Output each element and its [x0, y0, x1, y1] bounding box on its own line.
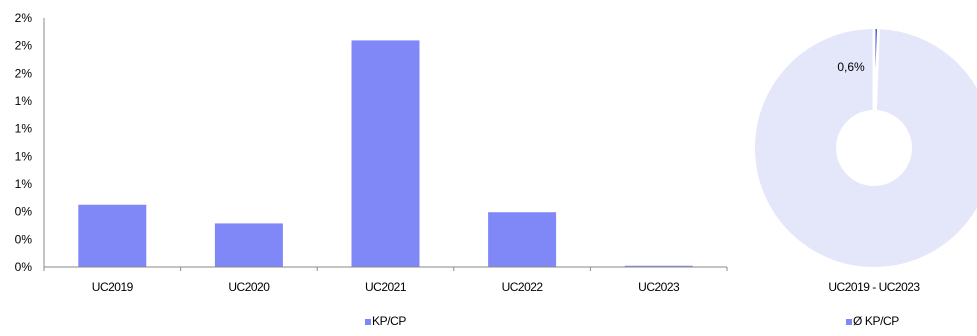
x-tick-label: UC2023	[638, 280, 680, 294]
x-tick-label: UC2021	[365, 280, 407, 294]
legend-swatch-avg-kp-cp	[846, 319, 852, 325]
bar-uc2021	[351, 40, 420, 267]
legend-label-avg-kp-cp: Ø KP/CP	[853, 314, 899, 328]
bar-uc2019	[78, 204, 147, 267]
x-axis-tick-labels: UC2019 UC2020 UC2021 UC2022 UC2023	[92, 280, 681, 294]
legend-label-kp-cp: KP/CP	[372, 314, 406, 328]
donut-legend: Ø KP/CP	[846, 314, 900, 328]
x-axis-ticks	[43, 267, 728, 271]
x-tick-label: UC2022	[502, 280, 544, 294]
bar-chart: 0%0%0%1%1%1%1%2%2%2% UC2019 UC2020 UC2021 U…	[15, 11, 728, 328]
y-tick-label: 0%	[15, 260, 33, 274]
y-tick-label: 2%	[15, 39, 33, 53]
donut-chart: 0,6% UC2019 - UC2023 Ø KP/CP	[755, 29, 977, 328]
x-tick-label: UC2020	[228, 280, 270, 294]
y-tick-label: 0%	[15, 205, 33, 219]
x-tick-label: UC2019	[92, 280, 134, 294]
y-tick-label: 1%	[15, 122, 33, 136]
bar-series	[78, 40, 693, 267]
donut-data-label: 0,6%	[837, 60, 865, 74]
y-tick-label: 1%	[15, 177, 33, 191]
legend-swatch-kp-cp	[365, 319, 371, 325]
y-tick-label: 1%	[15, 149, 33, 163]
y-axis-tick-labels: 0% 0% 0% 1% 1% 1% 1% 2% 2% 2%	[15, 11, 33, 274]
y-tick-label: 2%	[15, 66, 33, 80]
bar-uc2023	[624, 265, 693, 267]
y-tick-label: 1%	[15, 94, 33, 108]
bar-legend: KP/CP	[365, 314, 407, 328]
bar-uc2020	[214, 223, 283, 267]
donut-category-label: UC2019 - UC2023	[828, 280, 920, 294]
bar-uc2022	[488, 212, 557, 267]
y-tick-label: 2%	[15, 11, 33, 25]
y-tick-label: 0%	[15, 232, 33, 246]
donut-hole	[836, 110, 912, 186]
